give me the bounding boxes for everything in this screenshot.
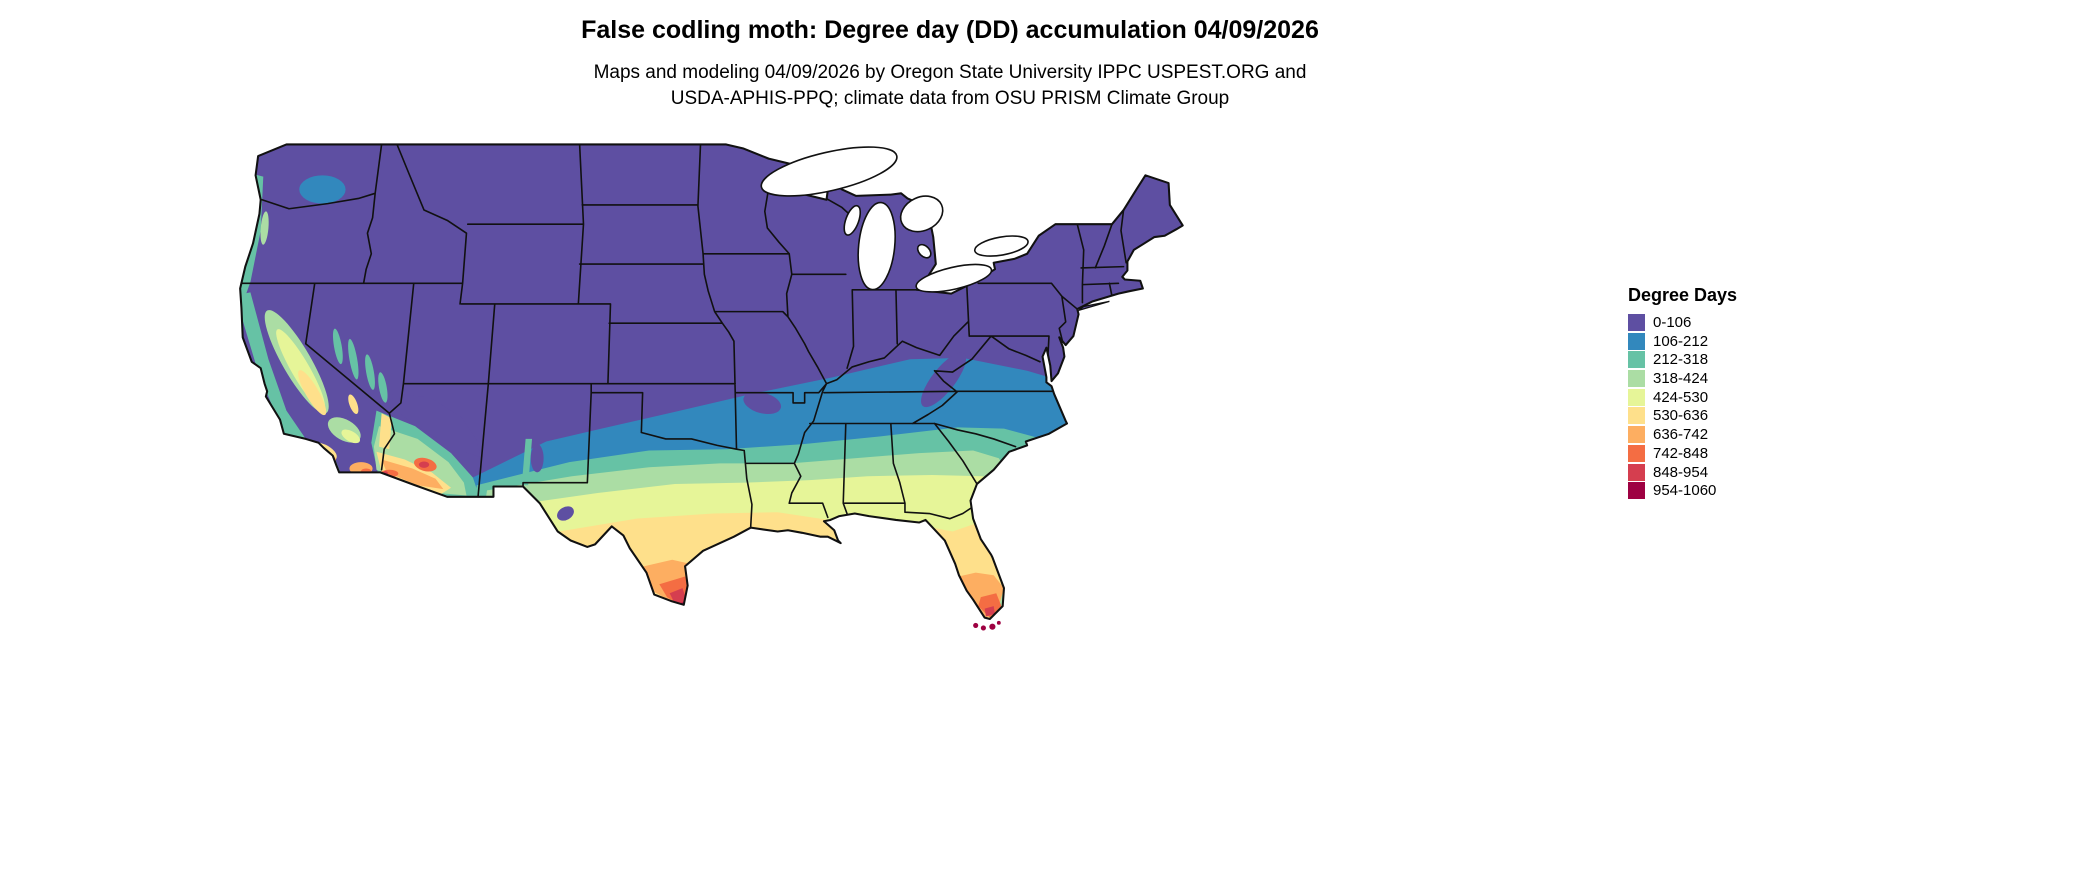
fill-death-valley bbox=[348, 394, 359, 414]
legend-swatch bbox=[1628, 426, 1645, 444]
fill-phoenix-core bbox=[418, 461, 430, 468]
us-degree-day-map bbox=[235, 138, 1193, 655]
green-bay bbox=[843, 204, 862, 236]
fill-sacramento-mts-purple bbox=[530, 444, 544, 473]
lake-superior bbox=[760, 146, 898, 197]
fill-appalachians-purple bbox=[921, 352, 967, 408]
fill-nevada-streak bbox=[378, 372, 388, 403]
lake-erie bbox=[915, 263, 993, 293]
legend-item: 530-636 bbox=[1628, 407, 1737, 425]
fill-ozarks-purple bbox=[743, 391, 782, 415]
legend-label: 530-636 bbox=[1653, 407, 1709, 425]
degree-day-fill-layers bbox=[240, 144, 1183, 619]
fill-arizona-highlands-purple bbox=[391, 392, 481, 457]
legend-swatch bbox=[1628, 463, 1645, 481]
legend-label: 318-424 bbox=[1653, 370, 1709, 388]
fill-nevada-streak bbox=[365, 354, 375, 390]
legend-item: 954-1060 bbox=[1628, 482, 1737, 500]
fill-willamette bbox=[260, 211, 269, 245]
lake-ontario bbox=[973, 235, 1029, 257]
legend-swatch bbox=[1628, 444, 1645, 462]
legend-title: Degree Days bbox=[1628, 285, 1738, 305]
fill-davis-mts-purple bbox=[557, 506, 574, 521]
legend-item: 318-424 bbox=[1628, 370, 1737, 388]
legend-label: 0-106 bbox=[1653, 314, 1692, 331]
legend-swatch bbox=[1628, 332, 1645, 350]
legend-swatch bbox=[1628, 351, 1645, 369]
fill-south-florida-742-848 bbox=[978, 593, 1002, 618]
legend-swatch bbox=[1628, 407, 1645, 425]
legend-label: 212-318 bbox=[1653, 351, 1709, 369]
fill-central-valley-yellow bbox=[298, 370, 327, 416]
legend-swatch bbox=[1628, 314, 1645, 331]
fill-mojave-yellowgreen bbox=[341, 429, 361, 444]
legend-item: 212-318 bbox=[1628, 351, 1737, 369]
legend-item: 636-742 bbox=[1628, 426, 1737, 444]
fill-columbia-basin bbox=[299, 175, 346, 204]
fill-arizona-orange bbox=[381, 459, 444, 490]
subtitle-line-2: USDA-APHIS-PPQ; climate data from OSU PR… bbox=[670, 88, 1230, 109]
legend-label: 424-530 bbox=[1653, 388, 1709, 406]
legend-label: 106-212 bbox=[1653, 332, 1709, 350]
us-map-svg bbox=[239, 143, 1184, 631]
legend-label: 742-848 bbox=[1653, 444, 1709, 462]
lake-michigan bbox=[857, 201, 896, 291]
map-legend: Degree Days 0-106 106-212 212-318 318-42… bbox=[1628, 285, 1737, 501]
lake-huron bbox=[899, 195, 944, 233]
page-subtitle: Maps and modeling 04/09/2026 by Oregon S… bbox=[594, 60, 1307, 112]
fill-colorado-river-strip bbox=[379, 413, 392, 450]
long-island bbox=[1078, 300, 1110, 311]
fill-rio-grande-valley bbox=[521, 438, 533, 486]
florida-keys bbox=[973, 620, 1001, 631]
fill-nevada-streak bbox=[332, 328, 343, 365]
great-lakes bbox=[760, 146, 1029, 293]
fill-florida-tip-848-954 bbox=[984, 606, 995, 617]
legend-label: 954-1060 bbox=[1653, 482, 1717, 500]
legend-item: 0-106 bbox=[1628, 314, 1737, 331]
page-title: False codling moth: Degree day (DD) accu… bbox=[581, 16, 1319, 44]
legend-label: 636-742 bbox=[1653, 426, 1709, 444]
legend-label: 848-954 bbox=[1653, 463, 1709, 481]
legend-swatch bbox=[1628, 388, 1645, 406]
legend-item: 106-212 bbox=[1628, 332, 1737, 350]
legend-item: 742-848 bbox=[1628, 444, 1737, 462]
fill-nevada-streak bbox=[348, 338, 359, 380]
state-borders bbox=[240, 144, 1127, 529]
legend-swatch bbox=[1628, 370, 1645, 388]
legend-swatch bbox=[1628, 482, 1645, 500]
legend-item: 424-530 bbox=[1628, 388, 1737, 406]
saginaw-bay bbox=[916, 243, 932, 259]
legend-item: 848-954 bbox=[1628, 463, 1737, 481]
subtitle-line-1: Maps and modeling 04/09/2026 by Oregon S… bbox=[593, 62, 1307, 83]
fill-band-424-530 bbox=[498, 474, 1010, 619]
